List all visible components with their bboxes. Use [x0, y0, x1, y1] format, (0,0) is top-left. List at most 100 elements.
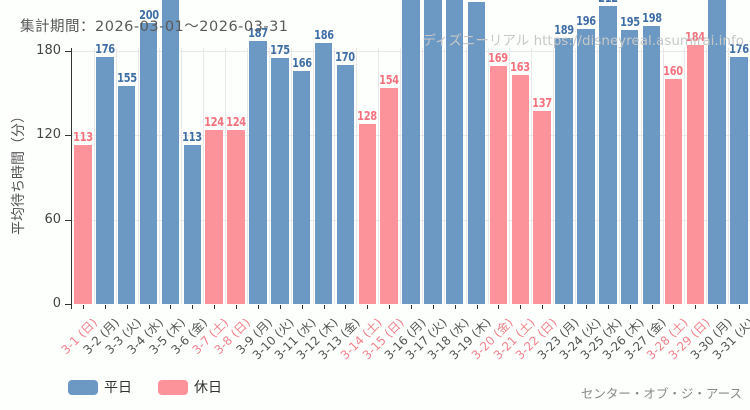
- bar-3-23[interactable]: [555, 38, 573, 304]
- bar-3-20[interactable]: [489, 66, 508, 304]
- gridline-vertical: [378, 48, 380, 304]
- bar-value-label: 166: [291, 55, 312, 70]
- bar-3-3[interactable]: [117, 86, 136, 304]
- gridline-vertical: [159, 48, 161, 304]
- gridline-vertical: [356, 48, 358, 304]
- bar-3-17[interactable]: [424, 0, 442, 304]
- gridline-vertical: [115, 48, 117, 304]
- gridline-vertical: [465, 48, 467, 304]
- gridline-vertical: [618, 48, 620, 304]
- bar-value-label: 163: [510, 59, 531, 74]
- bar-3-15[interactable]: [380, 87, 398, 304]
- bar-3-10[interactable]: [271, 58, 289, 304]
- x-axis-tick: [607, 305, 609, 309]
- gridline-vertical: [290, 48, 292, 304]
- gridline-vertical: [509, 48, 511, 304]
- legend-label-weekday: 平日: [104, 380, 132, 396]
- gridline-vertical: [334, 48, 336, 304]
- x-axis-tick: [82, 305, 84, 309]
- x-axis-tick: [520, 305, 522, 309]
- plot-area: 113 176 155 200 113 124 124 187 175 166 186 170 128 1…: [72, 0, 750, 304]
- bar-3-4[interactable]: [139, 22, 158, 304]
- x-axis-tick: [367, 305, 369, 309]
- bar-3-30[interactable]: [708, 0, 726, 304]
- x-axis-tick: [432, 305, 434, 309]
- bar-3-14[interactable]: [358, 124, 376, 304]
- gridline-vertical: [596, 48, 598, 304]
- x-axis-tick: [192, 305, 194, 309]
- x-axis-tick: [695, 305, 697, 309]
- gridline-vertical: [93, 48, 95, 304]
- legend-item-weekday[interactable]: 平日: [68, 377, 132, 397]
- bar-3-11[interactable]: [292, 70, 311, 304]
- bar-3-2[interactable]: [96, 56, 114, 304]
- gridline-vertical: [487, 48, 489, 304]
- gridline-vertical: [684, 48, 686, 304]
- x-axis-tick: [236, 305, 238, 309]
- y-axis-tick: [65, 304, 71, 305]
- legend-swatch-weekday: [68, 379, 98, 395]
- bar-3-8[interactable]: [227, 129, 245, 304]
- y-axis-line: [71, 48, 72, 309]
- gridline-vertical: [203, 48, 205, 304]
- bar-value-label: 176: [729, 41, 749, 56]
- bar-3-29[interactable]: [686, 45, 705, 304]
- bar-3-5[interactable]: [161, 0, 180, 304]
- bar-3-28[interactable]: [664, 79, 683, 304]
- x-axis-tick: [148, 305, 150, 309]
- bar-value-label: 187: [247, 26, 268, 41]
- x-axis-tick: [651, 305, 653, 309]
- bar-3-16[interactable]: [402, 0, 420, 304]
- bar-3-22[interactable]: [533, 111, 551, 304]
- gridline-vertical: [421, 48, 423, 304]
- bar-3-21[interactable]: [511, 74, 530, 304]
- bar-3-31[interactable]: [730, 56, 748, 304]
- bar-value-label: 176: [94, 41, 115, 56]
- legend-label-holiday: 休日: [194, 380, 222, 396]
- y-axis-tick: [65, 219, 71, 221]
- legend-swatch-holiday: [158, 379, 188, 395]
- bar-value-label: 124: [204, 114, 225, 129]
- bar-3-26[interactable]: [620, 29, 639, 304]
- gridline-vertical: [443, 48, 445, 304]
- y-tick-label: 120: [36, 127, 61, 143]
- bar-3-1[interactable]: [74, 145, 92, 304]
- bar-value-label: 196: [576, 13, 596, 28]
- x-axis-tick: [411, 305, 412, 309]
- bar-3-25[interactable]: [599, 6, 617, 304]
- report-period-title: 集計期間：2026-03-01～2026-03-31: [20, 19, 289, 35]
- bar-3-7[interactable]: [205, 129, 223, 304]
- x-axis-tick: [739, 305, 741, 309]
- gridline-vertical: [268, 48, 270, 304]
- gridline-vertical: [728, 48, 730, 304]
- legend-item-holiday[interactable]: 休日: [158, 377, 222, 397]
- bar-3-19[interactable]: [467, 1, 486, 304]
- gridline-vertical: [246, 48, 248, 304]
- bar-3-12[interactable]: [314, 42, 333, 304]
- bar-value-label: 189: [554, 23, 574, 38]
- x-axis-tick: [126, 305, 128, 309]
- y-tick-label: 180: [36, 43, 61, 58]
- x-axis-tick: [564, 305, 566, 309]
- gridline-vertical: [312, 48, 314, 304]
- bar-value-label: 184: [685, 30, 706, 45]
- bar-value-label: 124: [226, 114, 246, 129]
- bar-3-6[interactable]: [183, 145, 202, 304]
- bar-value-label: 113: [73, 130, 93, 145]
- bar-3-9[interactable]: [249, 41, 267, 304]
- gridline-vertical: [400, 48, 402, 304]
- y-tick-label: 0: [52, 296, 61, 311]
- gridline-vertical: [225, 48, 227, 304]
- bar-3-13[interactable]: [336, 65, 355, 304]
- bar-3-27[interactable]: [642, 25, 661, 304]
- bar-3-18[interactable]: [445, 0, 464, 304]
- gridline-vertical: [640, 48, 642, 304]
- legend: 平日 休日: [68, 377, 222, 397]
- bar-3-24[interactable]: [577, 28, 595, 304]
- x-axis-tick: [257, 305, 259, 309]
- bar-value-label: 137: [532, 96, 553, 111]
- bar-value-label: 160: [663, 64, 684, 79]
- x-axis-tick: [323, 305, 325, 309]
- gridline-vertical: [553, 48, 555, 304]
